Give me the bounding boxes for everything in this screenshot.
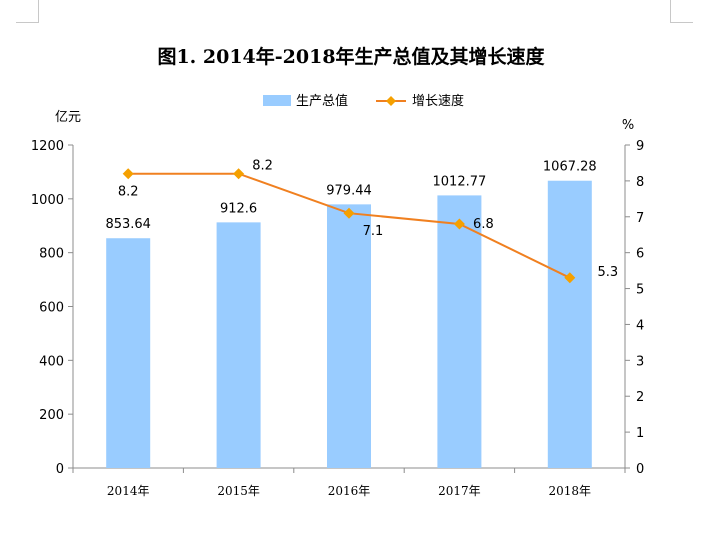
line-marker: [564, 272, 576, 284]
page-corner-mark-left: [16, 0, 39, 23]
y-left-axis-label: 亿元: [55, 110, 81, 125]
x-tick-label: 2014年: [107, 484, 150, 498]
line-value-label: 8.2: [252, 159, 273, 174]
line-marker: [453, 218, 465, 230]
y-left-tick-label: 800: [39, 247, 64, 262]
page-corner-mark-right: [670, 0, 693, 23]
y-right-tick-label: 4: [636, 318, 644, 333]
chart-legend: 生产总值 增长速度: [263, 93, 464, 109]
y-right-tick-label: 2: [636, 390, 644, 405]
x-tick-label: 2017年: [438, 484, 481, 498]
bar-value-label: 1012.77: [433, 174, 487, 189]
bar: [106, 238, 151, 468]
line-value-label: 7.1: [363, 224, 384, 239]
y-right-tick-label: 9: [636, 139, 644, 154]
line-marker: [122, 168, 134, 180]
y-right-tick-label: 5: [636, 283, 644, 298]
y-left-tick-label: 1000: [31, 193, 64, 208]
line-series: [122, 168, 576, 284]
y-left-tick-label: 600: [39, 301, 64, 316]
bar: [216, 222, 261, 468]
bar: [437, 195, 482, 469]
y-right-tick-label: 3: [636, 354, 644, 369]
bar: [327, 204, 371, 468]
x-tick-label: 2018年: [549, 484, 592, 498]
y-right-axis-label: %: [622, 118, 634, 133]
legend-swatch-marker: [386, 96, 396, 106]
line-value-label: 5.3: [597, 265, 618, 280]
bar-value-label: 853.64: [105, 217, 151, 232]
line-marker: [233, 168, 245, 180]
line-value-label: 8.2: [118, 185, 139, 200]
legend-label-bar: 生产总值: [296, 93, 348, 109]
bar-value-label: 1067.28: [543, 160, 597, 175]
chart-title: 图1. 2014年-2018年生产总值及其增长速度: [157, 45, 545, 68]
y-right-tick-label: 7: [636, 211, 644, 226]
line-value-label: 6.8: [473, 217, 494, 232]
bar-value-label: 979.44: [326, 183, 372, 198]
y-right-tick-label: 0: [636, 462, 644, 477]
bar-series: [106, 180, 592, 469]
x-tick-label: 2015年: [217, 484, 260, 498]
chart-axes: 0 200 400 600 800 1000 1200 0 1 2 3 4 5 6 7 8 9 2014年 2015…: [31, 139, 644, 498]
legend-label-line: 增长速度: [412, 93, 464, 109]
bar-value-label: 912.6: [220, 201, 257, 216]
x-tick-label: 2016年: [328, 484, 371, 498]
data-labels: 853.64 912.6 979.44 1012.77 1067.28 8.2 8.2 7.1…: [105, 159, 618, 280]
bar: [547, 180, 592, 468]
y-left-tick-label: 1200: [31, 139, 64, 154]
legend-swatch-bar: [263, 95, 291, 106]
y-right-tick-label: 6: [636, 247, 644, 262]
y-left-tick-label: 200: [39, 408, 64, 423]
line-marker: [343, 207, 355, 219]
y-left-tick-label: 0: [56, 462, 64, 477]
y-right-tick-label: 1: [636, 426, 644, 441]
y-left-tick-label: 400: [39, 354, 64, 369]
y-right-tick-label: 8: [636, 175, 644, 190]
